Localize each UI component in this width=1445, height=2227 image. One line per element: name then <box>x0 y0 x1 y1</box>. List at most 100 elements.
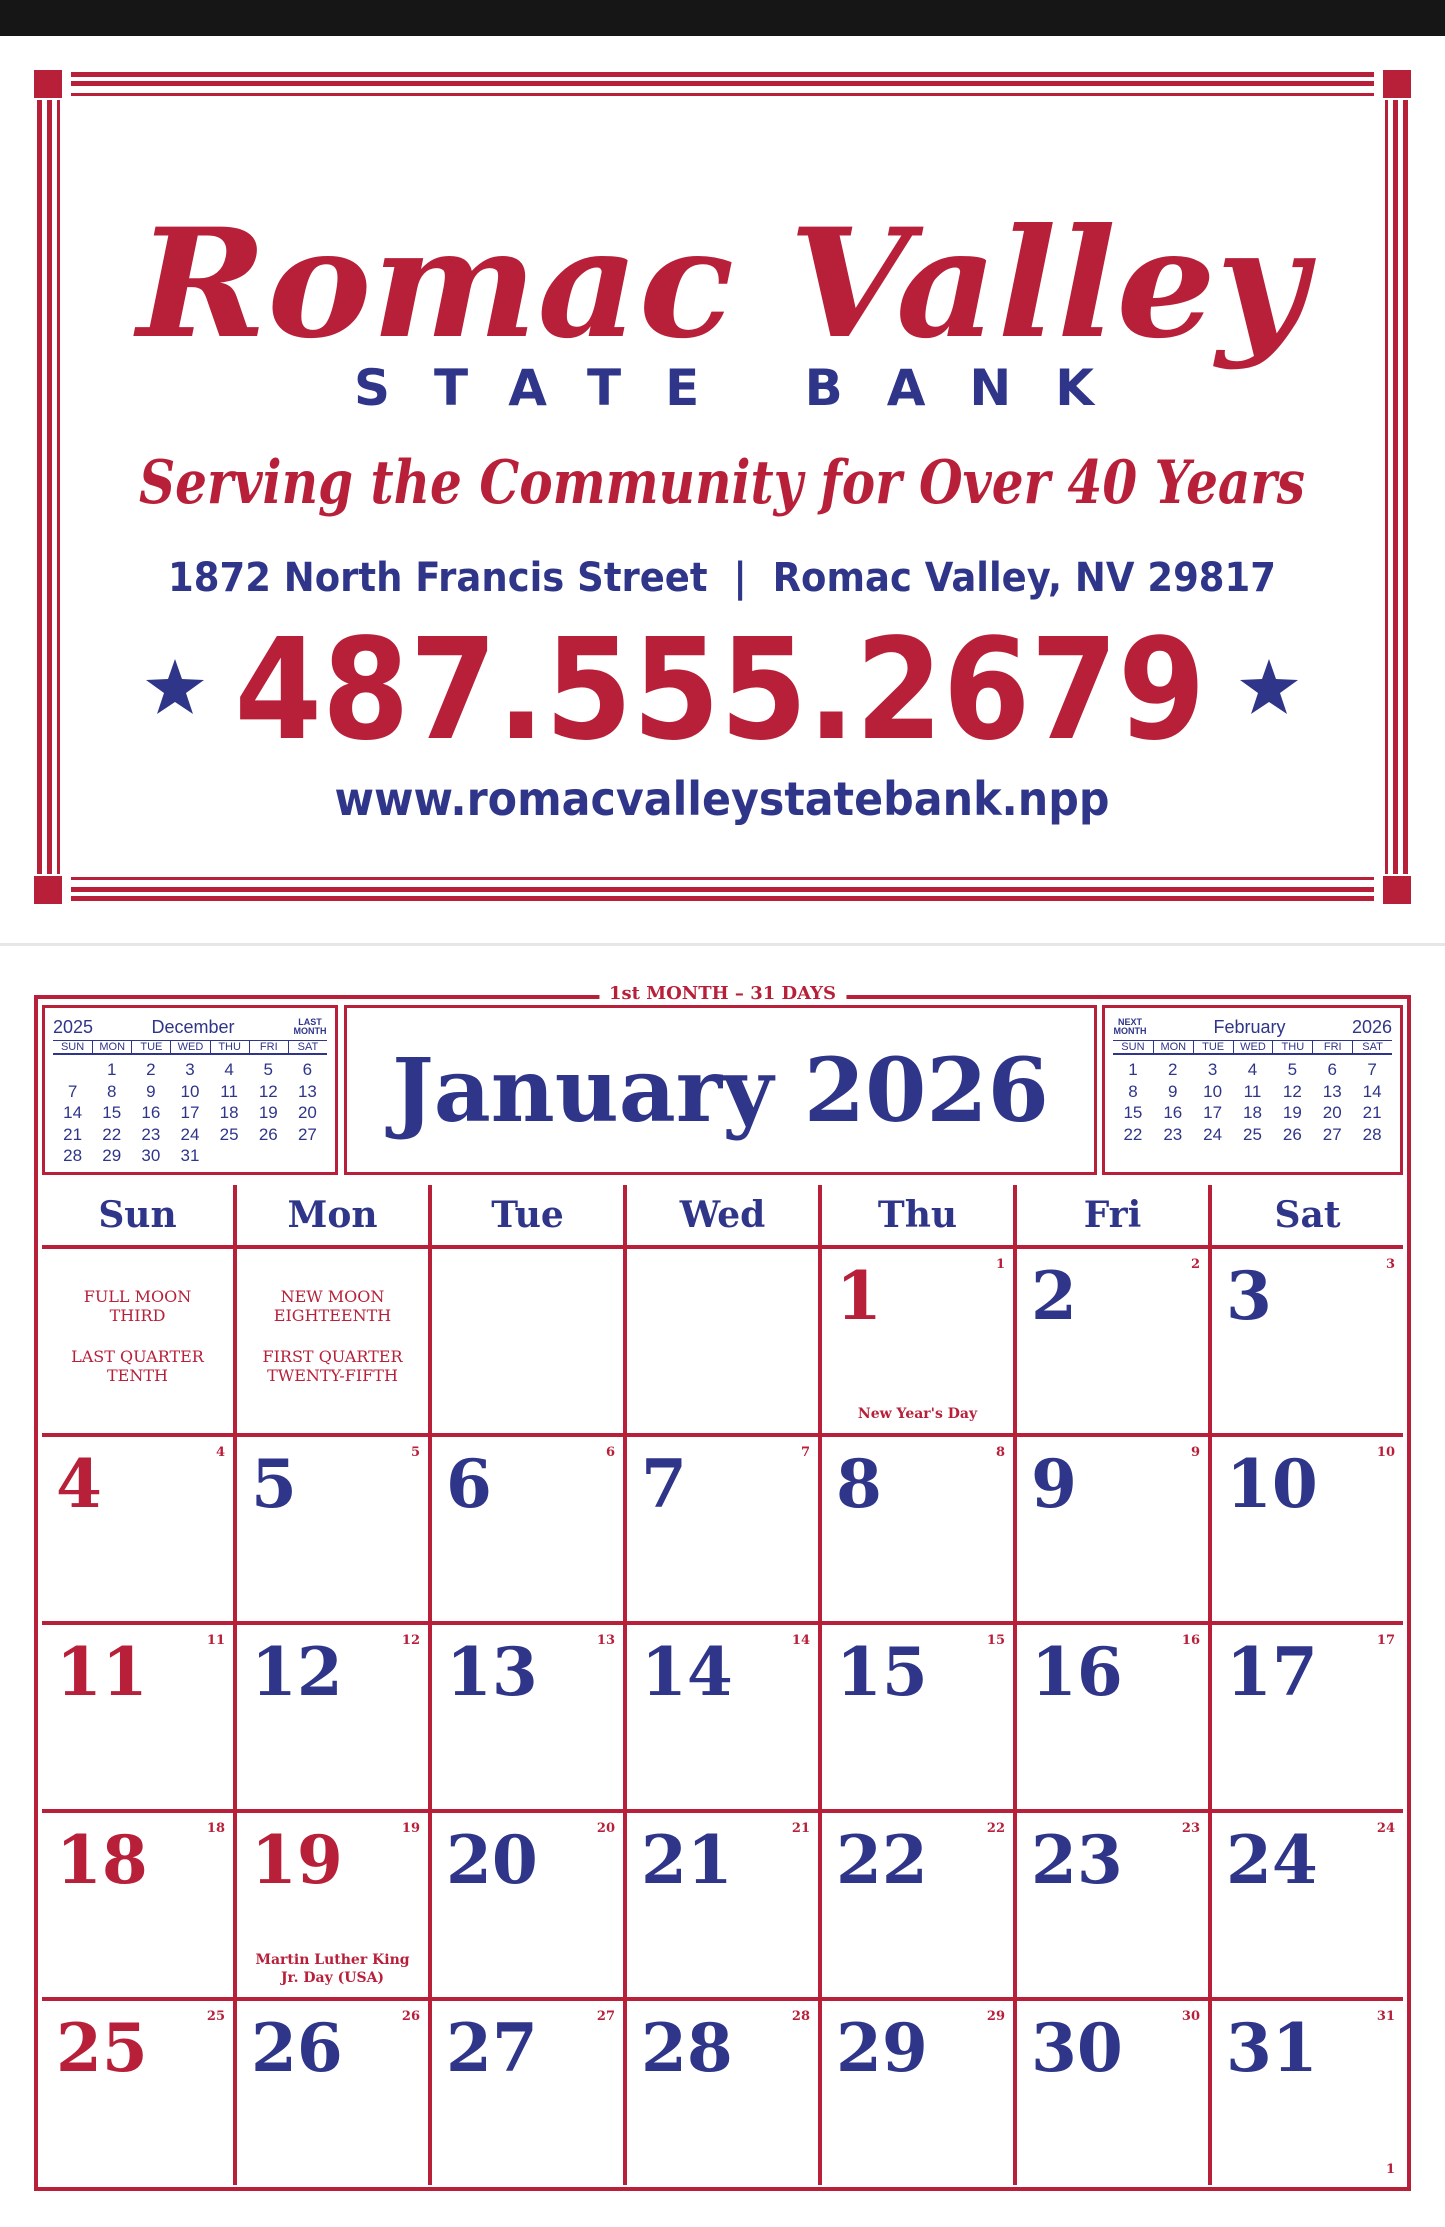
day-number: 8 <box>836 1445 882 1523</box>
mini-empty <box>249 1145 288 1167</box>
mini-day: 9 <box>146 1081 156 1101</box>
day-number: 27 <box>446 2009 538 2087</box>
mini-weekday: TUE <box>131 1041 170 1053</box>
mini-day: 11 <box>1243 1081 1262 1101</box>
mini-empty <box>210 1145 249 1167</box>
day-of-year: 24 <box>1376 1821 1395 1836</box>
mini-day: 28 <box>63 1146 83 1165</box>
mini-day: 27 <box>1322 1124 1342 1144</box>
mini-day: 13 <box>297 1081 317 1101</box>
mini-week: 15 16 17 18 19 20 21 <box>1113 1102 1392 1124</box>
day-cell <box>432 1249 623 1433</box>
day-of-year: 6 <box>605 1445 615 1460</box>
day-number: 14 <box>641 1633 733 1711</box>
mini-day: 5 <box>263 1060 273 1079</box>
mini-empty <box>53 1059 92 1081</box>
tagline: Serving the Community for Over 40 Years <box>139 448 1305 518</box>
mini-day: 7 <box>1367 1060 1377 1079</box>
mini-name: December <box>151 1016 235 1037</box>
mini-weekday: WED <box>1232 1041 1273 1053</box>
mini-weekdays: SUN MON TUE WED THU FRI SAT <box>53 1040 327 1055</box>
mini-day: 10 <box>1203 1081 1223 1101</box>
mini-day: 5 <box>1287 1060 1298 1079</box>
day-number: 12 <box>251 1633 343 1711</box>
day-number: 15 <box>836 1633 928 1711</box>
mini-day: 20 <box>297 1103 317 1122</box>
day-cell: 23 23 <box>1017 1813 1208 1997</box>
day-cell: NEW MOON EIGHTEENTH FIRST QUARTER TWENTY-… <box>237 1249 428 1433</box>
day-cell: 15 15 <box>822 1625 1013 1809</box>
mini-weekday: MON <box>92 1041 131 1053</box>
separator <box>0 943 1445 946</box>
mini-week: 8 9 10 11 12 13 14 <box>1113 1081 1392 1103</box>
weekday-header: Sun <box>42 1185 233 1245</box>
mini-day: 29 <box>102 1146 122 1165</box>
day-number: 4 <box>56 1445 102 1523</box>
mini-day: 15 <box>102 1103 122 1122</box>
moon-notes: FULL MOON THIRD LAST QUARTER TENTH <box>42 1287 233 1407</box>
day-number: 11 <box>56 1633 148 1711</box>
day-number: 22 <box>836 1821 928 1899</box>
day-cell: 10 10 <box>1212 1437 1403 1621</box>
calendar: 1st MONTH – 31 DAYS 2025 December LAST MON… <box>34 983 1411 2191</box>
day-number: 10 <box>1226 1445 1318 1523</box>
day-number: 28 <box>641 2009 733 2087</box>
day-of-year: 9 <box>1190 1445 1200 1460</box>
day-number: 13 <box>446 1633 538 1711</box>
day-of-year: 26 <box>401 2009 420 2024</box>
day-of-year: 2 <box>1190 1257 1200 1272</box>
day-of-year: 10 <box>1376 1445 1395 1460</box>
month-grid: Sun Mon Tue Wed Thu Fri Sat FULL MOON THIRD LAST… <box>42 1185 1403 2185</box>
mini-tag: LAST MONTH <box>293 1017 327 1036</box>
mini-day: 19 <box>258 1103 278 1122</box>
mini-day: 16 <box>141 1103 161 1122</box>
day-cell <box>627 1249 818 1433</box>
mini-day: 18 <box>1243 1103 1262 1122</box>
mini-week: 28 29 30 31 <box>53 1145 327 1167</box>
day-of-year: 3 <box>1385 1257 1395 1272</box>
weekday-header: Sat <box>1212 1185 1403 1245</box>
mini-name: February <box>1213 1016 1286 1037</box>
mini-weekday: FRI <box>1312 1041 1352 1053</box>
mini-day: 26 <box>258 1124 278 1144</box>
day-cell: 27 27 <box>432 2001 623 2185</box>
day-number: 23 <box>1031 1821 1123 1899</box>
mini-day: 23 <box>141 1124 161 1144</box>
prev-month: 2025 December LAST MONTH SUN MON TUE WED THU FRI… <box>42 1005 338 1175</box>
day-cell: 26 26 <box>237 2001 428 2185</box>
day-cell: 22 22 <box>822 1813 1013 1997</box>
day-cell: 25 25 <box>42 2001 233 2185</box>
day-cell: FULL MOON THIRD LAST QUARTER TENTH <box>42 1249 233 1433</box>
day-of-year: 28 <box>791 2009 810 2024</box>
day-number: 31 <box>1226 2009 1318 2087</box>
day-of-year: 1 <box>995 1257 1005 1272</box>
day-cell: 14 14 <box>627 1625 818 1809</box>
holiday: Martin Luther King Jr. Day (USA) <box>255 1952 410 1986</box>
mini-weekday: MON <box>1152 1041 1193 1053</box>
day-of-year: 20 <box>596 1821 615 1836</box>
day-of-year: 27 <box>596 2009 615 2024</box>
mini-day: 26 <box>1282 1124 1302 1144</box>
mini-week: 22 23 24 25 26 27 28 <box>1113 1124 1392 1146</box>
mini-day: 30 <box>141 1146 161 1165</box>
mini-header: 2025 December LAST MONTH <box>53 1014 327 1040</box>
mini-day: 9 <box>1168 1081 1178 1101</box>
day-of-year: 11 <box>206 1633 225 1648</box>
next-month: NEXT MONTH February 2026 SUN MON TUE WED THU FRI… <box>1102 1005 1403 1175</box>
day-of-year: 23 <box>1181 1821 1200 1836</box>
day-of-year: 4 <box>215 1445 225 1460</box>
day-number: 3 <box>1226 1257 1272 1335</box>
mini-weekday: THU <box>209 1041 249 1053</box>
mini-day: 4 <box>1247 1060 1258 1079</box>
moon-note: LAST QUARTER TENTH <box>71 1347 204 1385</box>
mini-week: 21 22 23 24 25 26 27 <box>53 1124 327 1146</box>
mini-day: 22 <box>102 1124 122 1144</box>
day-number: 2 <box>1031 1257 1077 1335</box>
mini-year: 2026 <box>1351 1016 1392 1037</box>
day-number: 5 <box>251 1445 297 1523</box>
